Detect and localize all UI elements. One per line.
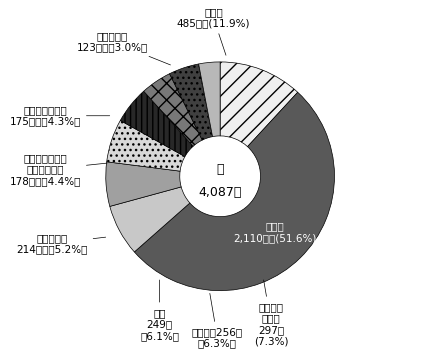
Text: 運輸業、郵便業
175人　（4.3%）: 運輸業、郵便業 175人 （4.3%）	[10, 105, 110, 126]
Text: 卸売業、
小売業
297人
(7.3%): 卸売業、 小売業 297人 (7.3%)	[254, 280, 289, 347]
Wedge shape	[144, 74, 202, 146]
Wedge shape	[170, 64, 212, 140]
Text: 計: 計	[216, 163, 224, 176]
Wedge shape	[134, 92, 335, 291]
Text: 製造業
2,110人　(51.6%): 製造業 2,110人 (51.6%)	[233, 221, 316, 243]
Text: 公務
249人
（6.1%）: 公務 249人 （6.1%）	[140, 280, 179, 341]
Text: 医療、福祉
214人　（5.2%）: 医療、福祉 214人 （5.2%）	[16, 233, 106, 255]
Text: 生活関連サービ
ス業、娯楽業
178人　（4.4%）: 生活関連サービ ス業、娯楽業 178人 （4.4%）	[10, 153, 107, 186]
Text: その他
485人　(11.9%): その他 485人 (11.9%)	[177, 7, 250, 55]
Wedge shape	[107, 120, 185, 171]
Wedge shape	[106, 162, 181, 206]
Wedge shape	[110, 187, 190, 252]
Text: サービス業
123人　（3.0%）: サービス業 123人 （3.0%）	[77, 31, 170, 65]
Wedge shape	[120, 91, 193, 156]
Wedge shape	[198, 62, 220, 137]
Text: 建設業　256人
（6.3%）: 建設業 256人 （6.3%）	[192, 293, 243, 349]
Wedge shape	[220, 62, 298, 147]
Text: 4,087人: 4,087人	[198, 186, 242, 199]
